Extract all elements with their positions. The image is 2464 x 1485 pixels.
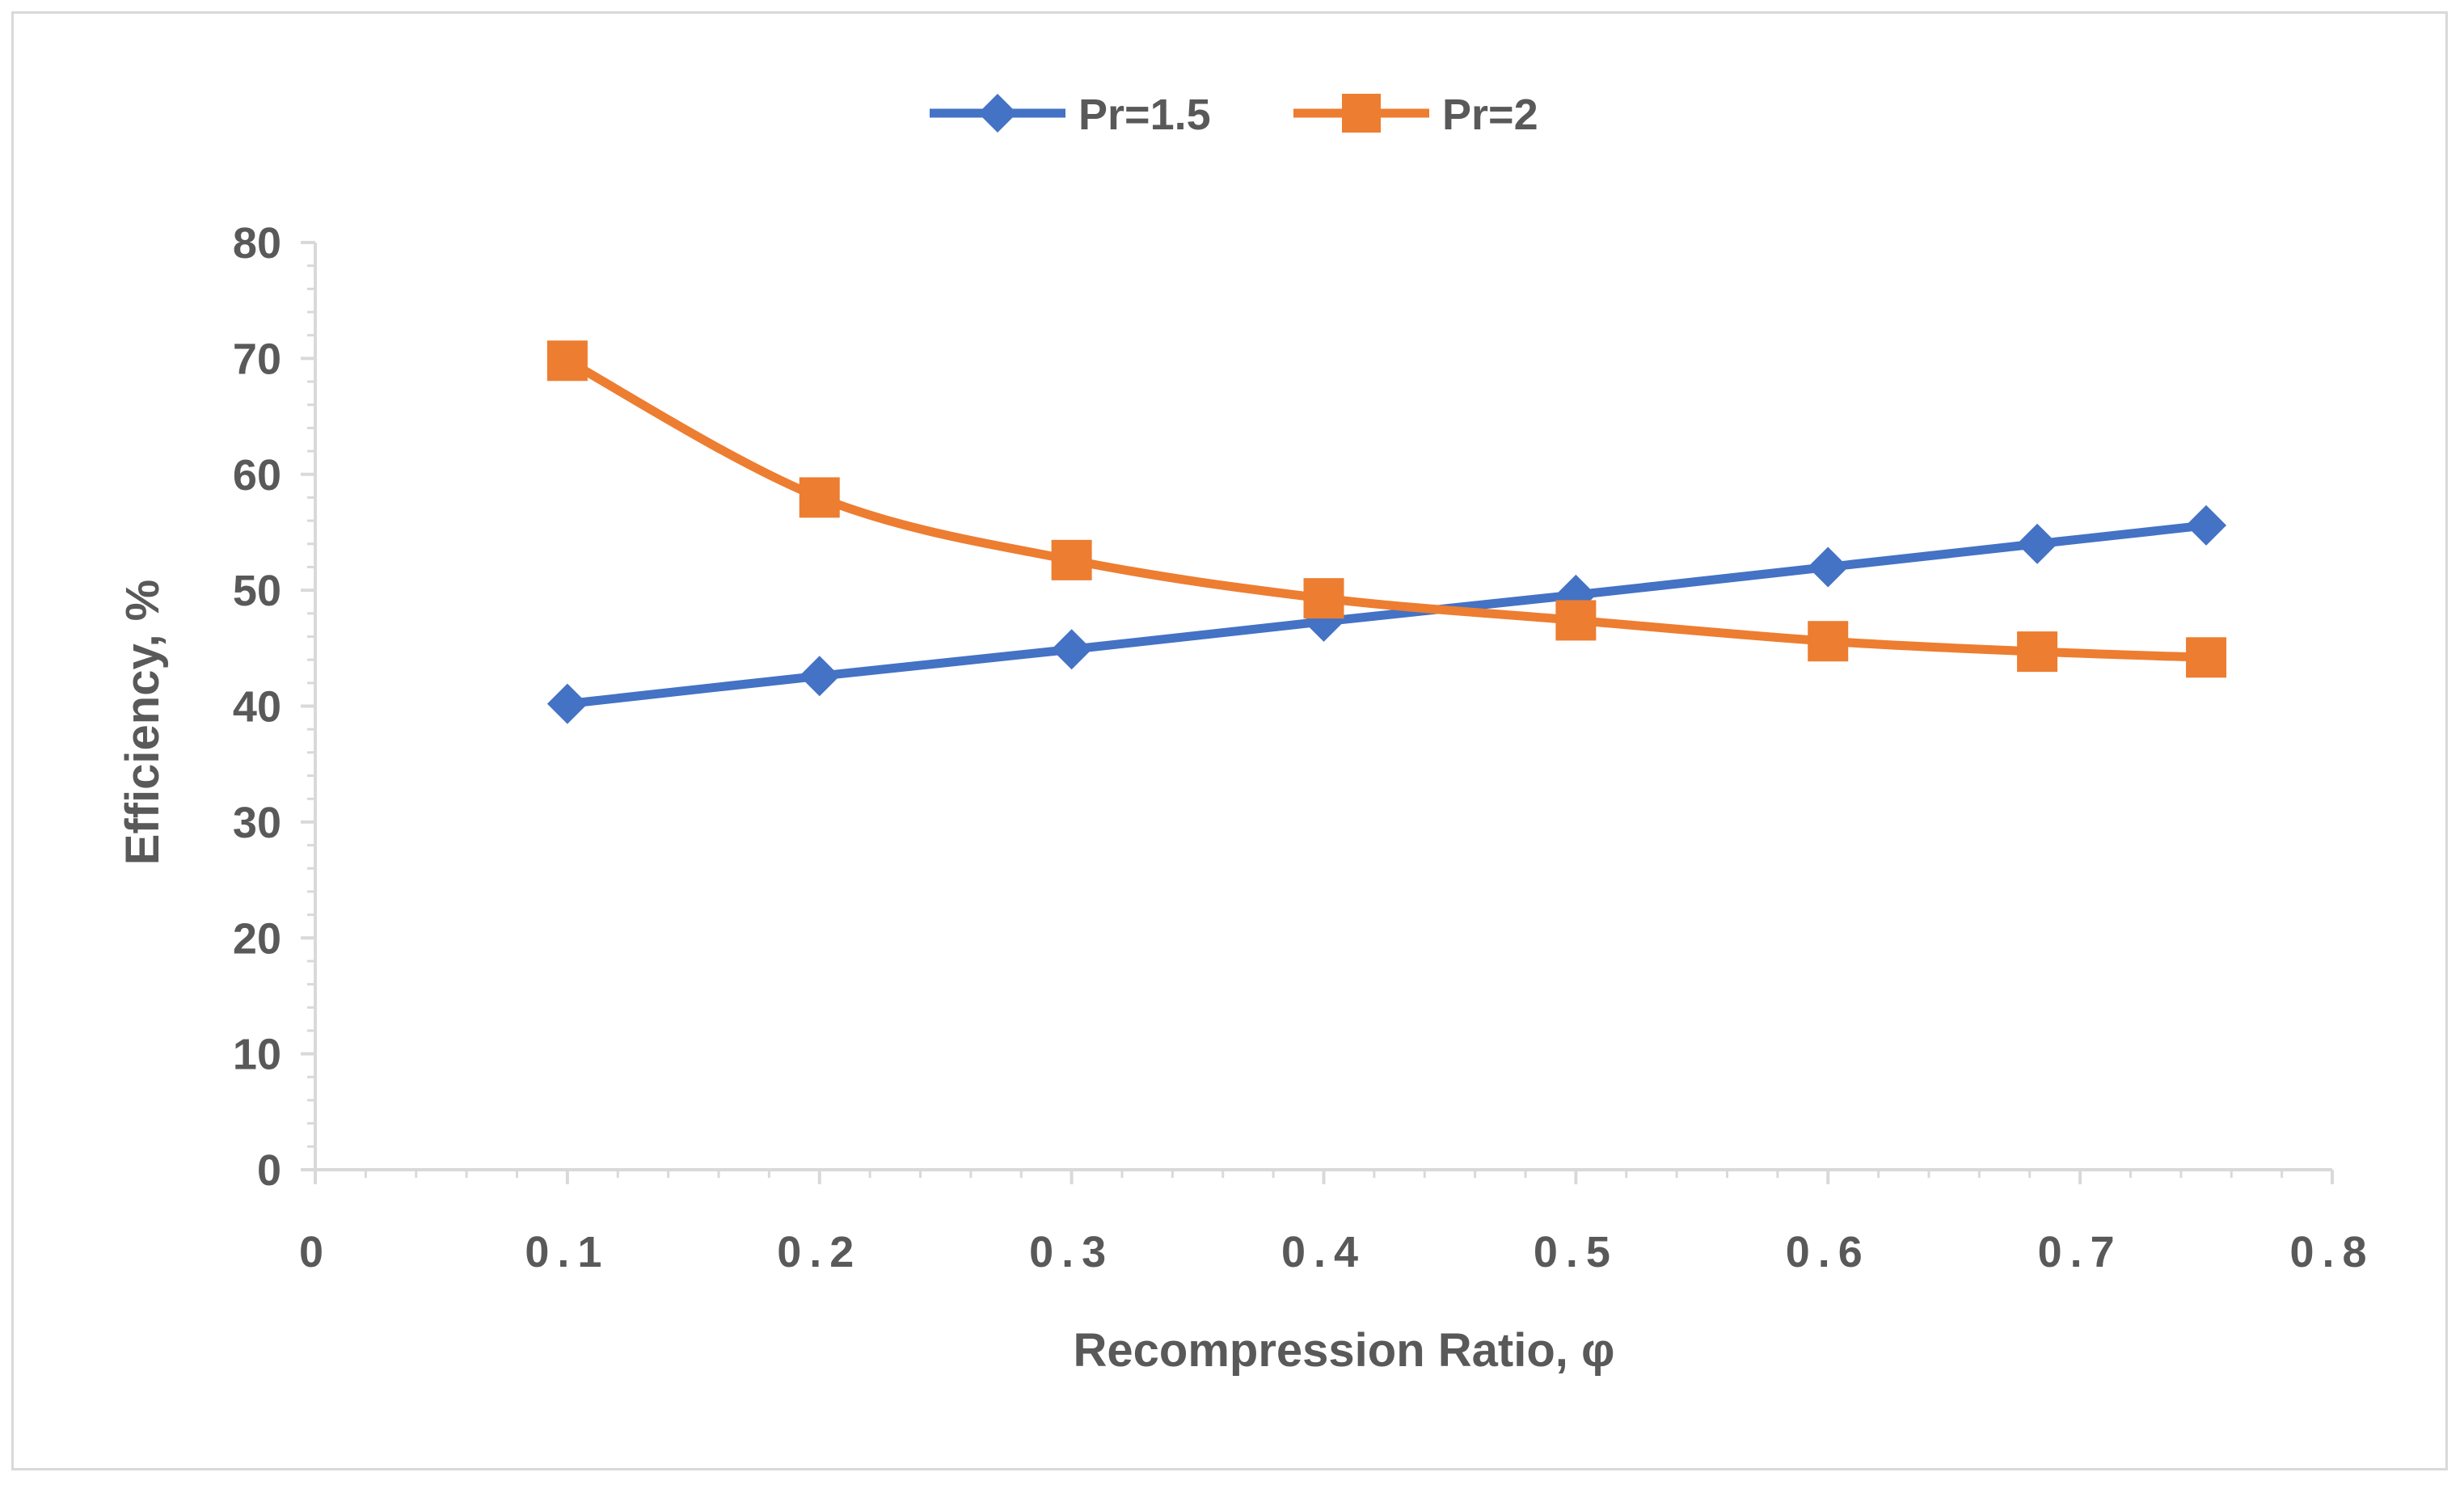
legend-label: Pr=2 [1442, 91, 1538, 139]
x-tick-label: 0.5 [1534, 1228, 1618, 1276]
y-tick-label: 40 [233, 683, 281, 732]
y-tick-label: 10 [233, 1031, 281, 1079]
x-axis-title: Recompression Ratio, φ [1074, 1324, 1615, 1377]
data-point [1051, 539, 1092, 580]
y-tick-label: 20 [233, 914, 281, 963]
x-tick-label: 0.2 [777, 1228, 862, 1276]
x-tick-label: 0 [299, 1228, 331, 1276]
y-tick-label: 0 [257, 1146, 281, 1195]
series-2 [546, 340, 2227, 678]
y-tick-label: 50 [233, 567, 281, 615]
data-point [1051, 629, 1092, 670]
data-point [1808, 546, 1849, 588]
data-point [1555, 600, 1597, 641]
data-point [799, 656, 840, 697]
axes: 0 10 20 30 40 50 60 70 80 0 0.1 0.2 0.3 0.4 0.5 0.6 0.7 0… [233, 219, 2374, 1276]
data-point [799, 477, 840, 518]
legend-item: Pr=1.5 [930, 91, 1211, 139]
y-tick-label: 60 [233, 451, 281, 500]
x-tick-label: 0.1 [525, 1228, 610, 1276]
x-tick-label: 0.7 [2038, 1228, 2123, 1276]
legend-item: Pr=2 [1293, 91, 1538, 139]
x-tick-label: 0.6 [1786, 1228, 1871, 1276]
data-point [2186, 637, 2227, 678]
data-point [1808, 621, 1849, 662]
data-point [2017, 631, 2058, 673]
x-tick-label: 0.3 [1029, 1228, 1114, 1276]
x-tick-label: 0.8 [2289, 1228, 2374, 1276]
series-1 [546, 504, 2227, 724]
series-layer [546, 340, 2227, 724]
legend: Pr=1.5 Pr=2 [930, 91, 1538, 139]
y-tick-label: 80 [233, 219, 281, 268]
chart-frame [11, 11, 2448, 1470]
y-tick-label: 30 [233, 799, 281, 847]
data-point [1303, 578, 1344, 619]
data-point [546, 340, 588, 382]
data-point [2017, 523, 2058, 564]
legend-label: Pr=1.5 [1078, 91, 1211, 139]
legend-swatch-marker [1342, 94, 1381, 133]
x-tick-label: 0.4 [1281, 1228, 1366, 1276]
y-tick-label: 70 [233, 335, 281, 383]
data-point [546, 683, 588, 724]
y-axis-title: Efficiency, % [116, 580, 169, 866]
legend-swatch-marker [978, 94, 1017, 133]
data-point [2186, 504, 2227, 546]
